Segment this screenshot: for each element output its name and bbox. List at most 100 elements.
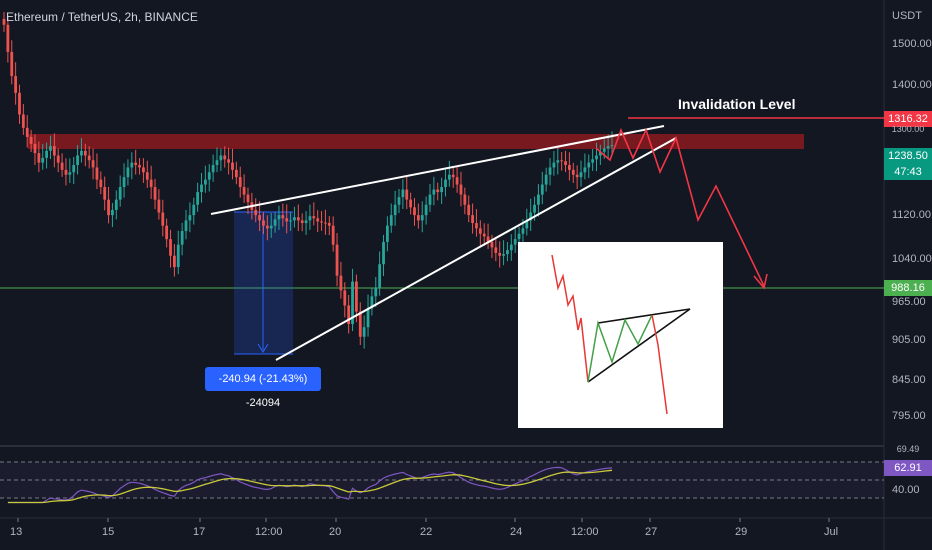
candle-body: [420, 215, 424, 221]
candle-body: [99, 179, 103, 188]
price-tick: 1500.00: [892, 38, 932, 50]
candle-body: [157, 199, 161, 213]
candle-body: [25, 127, 29, 137]
candle-body: [494, 247, 498, 253]
candle-body: [358, 311, 362, 337]
candle-body: [184, 220, 188, 232]
candle-body: [103, 187, 107, 200]
candle-body: [234, 169, 238, 178]
candle-body: [18, 92, 21, 115]
candle-body: [203, 179, 207, 185]
rsi-upper-tag: 69.49: [896, 444, 920, 454]
overlap-price-tag: 1300.00: [891, 126, 925, 132]
projection-arrow-head: [753, 273, 768, 290]
price-tick: 1400.00: [892, 79, 932, 91]
candle-body: [482, 233, 486, 237]
candle-body: [552, 162, 556, 168]
candle-body: [424, 204, 428, 216]
candle-body: [68, 172, 72, 175]
candle-body: [335, 244, 339, 276]
candle-body: [537, 194, 540, 205]
resistance-zone[interactable]: [28, 134, 804, 149]
candle-body: [320, 221, 323, 223]
candle-body: [416, 215, 420, 221]
time-tick: 12:00: [255, 526, 283, 538]
candle-body: [6, 24, 10, 52]
candle-body: [463, 194, 467, 205]
candle-body: [76, 155, 79, 166]
candle-body: [149, 179, 153, 188]
illustration-red-path: [551, 254, 589, 383]
candle-body: [95, 167, 99, 180]
candle-body: [370, 296, 374, 309]
rsi-value-tag: 62.91: [884, 460, 932, 476]
candle-body: [467, 204, 471, 216]
candle-body: [331, 225, 335, 245]
candle-body: [134, 162, 138, 166]
candle-body: [29, 136, 33, 144]
candle-body: [37, 153, 41, 163]
candle-body: [196, 192, 200, 205]
candle-body: [529, 212, 533, 221]
illustration-lower-line: [587, 308, 691, 383]
candle-body: [459, 184, 463, 195]
candle-body: [200, 184, 203, 193]
candle-body: [324, 222, 327, 224]
candle-body: [548, 167, 552, 175]
candle-body: [192, 204, 196, 216]
candle-body: [176, 244, 180, 268]
candle-body: [265, 225, 269, 229]
candle-body: [304, 220, 308, 224]
candle-body: [579, 172, 583, 178]
candle-body: [490, 241, 494, 248]
candle-body: [602, 148, 606, 152]
candle-body: [540, 184, 544, 195]
candle-body: [33, 143, 37, 154]
candle-body: [227, 159, 231, 163]
candle-body: [138, 165, 141, 168]
candle-body: [80, 150, 83, 156]
candle-body: [606, 146, 610, 149]
wedge-lower-line[interactable]: [275, 137, 677, 361]
rsi-tick: 40.00: [892, 484, 920, 496]
candle-body: [447, 174, 451, 180]
candle-body: [172, 255, 176, 268]
candle-body: [83, 150, 87, 156]
candle-body: [568, 165, 571, 170]
candle-body: [246, 194, 250, 203]
candle-body: [145, 172, 149, 180]
price-tick: 905.00: [892, 334, 926, 346]
candle-body: [598, 151, 602, 156]
candle-body: [343, 290, 347, 306]
time-tick: Jul: [824, 526, 839, 538]
time-tick: 29: [735, 526, 748, 538]
candle-body: [502, 254, 505, 256]
candle-body: [517, 233, 521, 240]
candle-body: [583, 167, 587, 173]
candle-body: [436, 189, 440, 193]
candle-body: [382, 241, 385, 265]
candle-body: [397, 197, 401, 205]
price-tick: 1040.00: [892, 253, 932, 265]
candle-body: [556, 160, 560, 163]
candle-body: [378, 264, 382, 288]
wedge-upper-line[interactable]: [210, 125, 665, 215]
candle-body: [211, 165, 215, 173]
projection-path[interactable]: [595, 127, 765, 287]
price-tick: 795.00: [892, 410, 926, 422]
time-tick: 22: [420, 526, 433, 538]
candle-body: [486, 236, 490, 242]
candle-body: [591, 159, 595, 163]
candle-body: [111, 209, 114, 216]
symbol-title[interactable]: Ethereum / TetherUS, 2h, BINANCE: [6, 10, 198, 24]
candle-body: [571, 169, 575, 175]
measure-label: -240.94 (-21.43%) -24094: [205, 367, 321, 409]
candle-body: [413, 207, 416, 216]
candle-body: [362, 327, 366, 337]
illustration-upper-line: [597, 308, 691, 324]
candle-body: [130, 162, 134, 168]
candle-body: [451, 174, 455, 178]
candle-body: [223, 155, 227, 160]
candle-body: [440, 187, 444, 193]
